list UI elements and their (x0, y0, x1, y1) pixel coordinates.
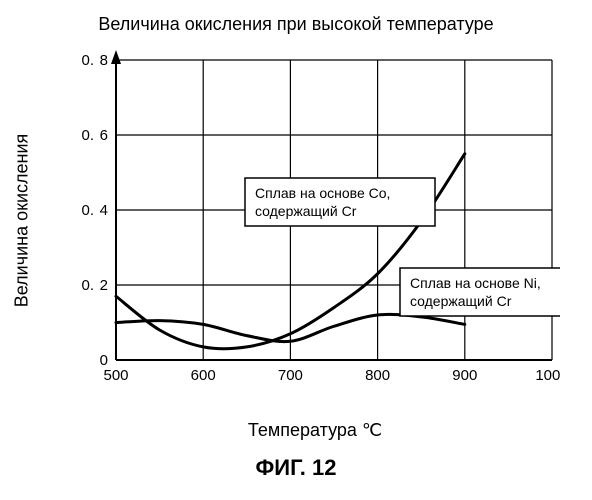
x-tick-label: 600 (191, 367, 216, 384)
y-tick-prefix: 0. (81, 127, 94, 144)
y-tick-prefix: 0. (81, 277, 94, 294)
y-axis-arrow (111, 50, 121, 64)
legend-text-0-line2: содержащий Cr (255, 203, 357, 219)
chart-plot: 500 600 700 800 900 1000 0 0. 2 0. 4 0. 6 0. 8 Сплав на… (70, 50, 560, 400)
y-tick-label: 6 (100, 127, 108, 144)
x-tick-label: 800 (365, 367, 390, 384)
y-axis-label: Величина окисления (12, 60, 32, 380)
y-axis-label-text: Величина окисления (12, 133, 33, 307)
y-tick-label: 4 (100, 202, 108, 219)
legend-text-0-line1: Сплав на основе Co, (255, 185, 390, 201)
x-tick-label: 700 (278, 367, 303, 384)
figure-label: ФИГ. 12 (0, 455, 592, 481)
x-tick-label: 1000 (535, 367, 560, 384)
y-tick-label: 8 (100, 52, 108, 69)
x-tick-label: 900 (452, 367, 477, 384)
legend-text-1-line2: содержащий Cr (410, 293, 512, 309)
legend-text-1-line1: Сплав на основе Ni, (410, 275, 541, 291)
x-tick-label: 500 (103, 367, 128, 384)
chart-title: Величина окисления при высокой температу… (0, 14, 592, 35)
y-tick-prefix: 0. (81, 52, 94, 69)
y-tick-label: 2 (100, 277, 108, 294)
x-axis-label: Температура ℃ (70, 420, 560, 441)
y-tick-prefix: 0. (81, 202, 94, 219)
y-tick-label: 0 (100, 352, 108, 369)
